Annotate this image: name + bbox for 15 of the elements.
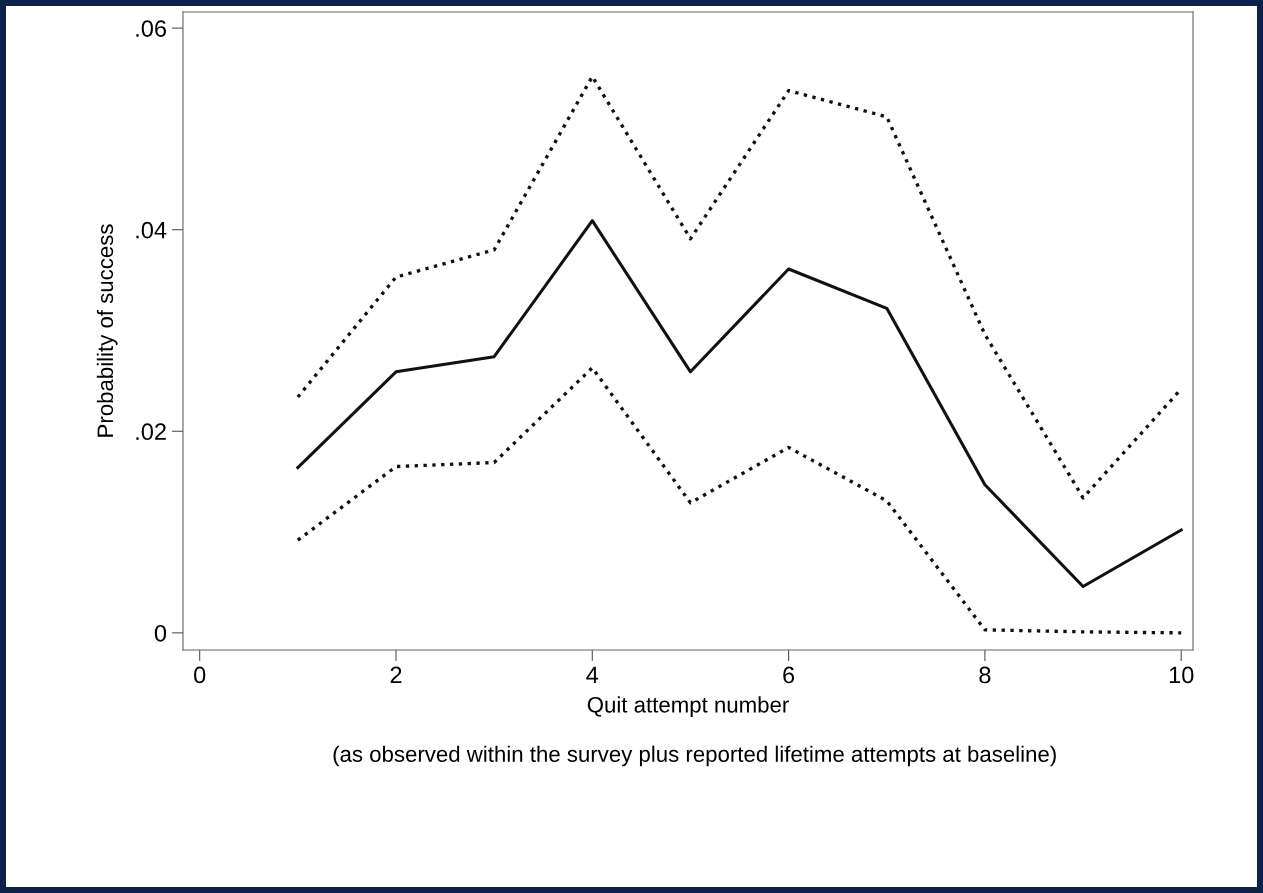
y-tick-label: .02 bbox=[136, 423, 166, 441]
x-axis-title: Quit attempt number bbox=[587, 696, 789, 718]
x-tick-label: 0 bbox=[194, 666, 206, 684]
x-tick-label: 4 bbox=[586, 666, 599, 684]
y-tick-label: 0 bbox=[154, 624, 167, 642]
y-tick-label: .04 bbox=[136, 221, 167, 239]
y-axis-title: Probability of success bbox=[96, 224, 118, 437]
x-tick-label: 2 bbox=[390, 666, 402, 684]
line-series bbox=[296, 219, 1183, 589]
x-tick-label: 10 bbox=[1169, 666, 1194, 684]
y-tick-label: .06 bbox=[136, 20, 166, 37]
x-tick-label: 8 bbox=[979, 666, 991, 684]
line-series bbox=[296, 366, 1183, 635]
x-tick-label: 6 bbox=[783, 666, 795, 684]
text: (as observed within the survey plus reported lifetime attempts at baseline) bbox=[333, 745, 1056, 767]
